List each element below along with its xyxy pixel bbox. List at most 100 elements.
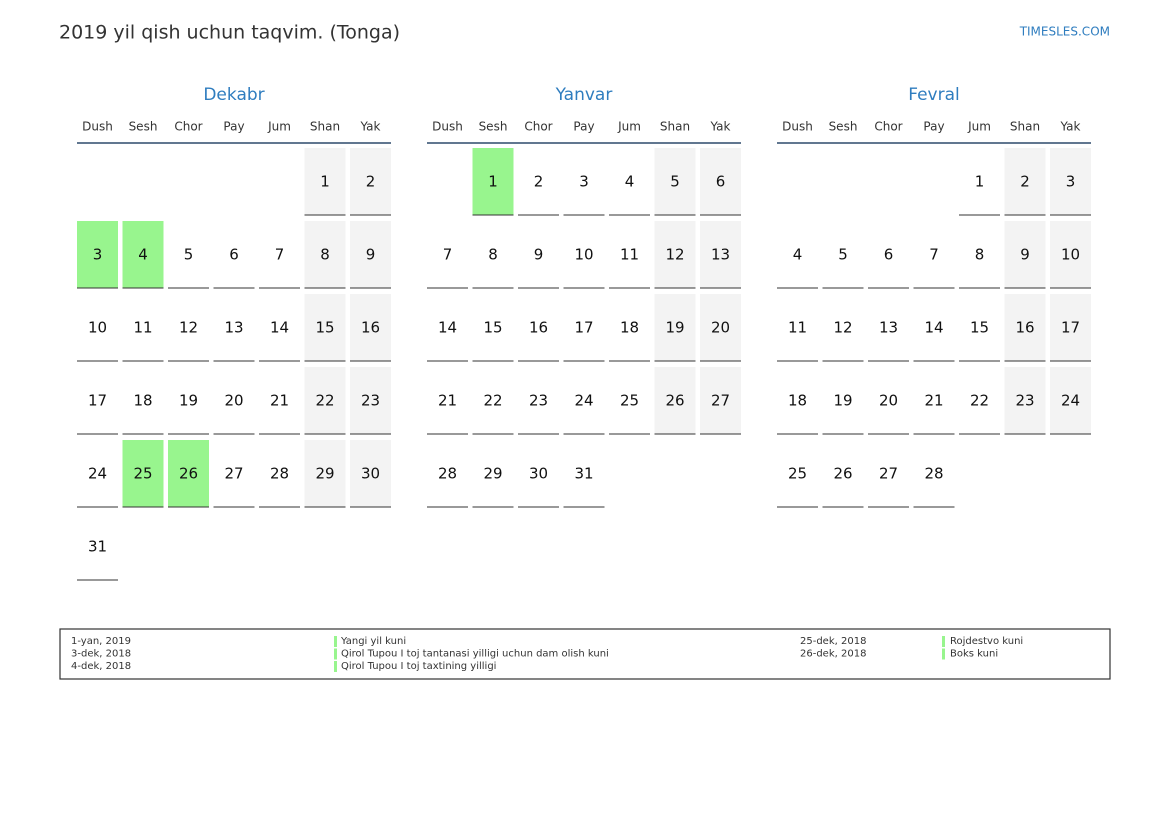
holiday-bar [334,636,337,647]
weekend-cell [350,221,391,288]
weekend-cell [1004,367,1046,434]
weekday: Shan [1010,120,1040,134]
day: 6 [716,173,726,191]
weekend-cell [1004,294,1046,361]
day: 12 [665,246,684,264]
day: 21 [270,392,289,410]
day: 29 [315,465,334,483]
holiday-date: 26-dek, 2018 [800,649,866,660]
day: 7 [929,246,939,264]
site-link[interactable]: TIMESLES.COM [1019,25,1110,39]
day: 9 [534,246,544,264]
weekend-cell [304,367,346,434]
day: 17 [1061,319,1080,337]
holiday-date: 25-dek, 2018 [800,636,866,647]
month-name: Yanvar [555,85,613,105]
weekday: Chor [874,120,902,134]
weekend-cell [304,148,346,215]
day: 26 [833,465,852,483]
weekday: Shan [660,120,690,134]
weekend-cell [304,294,346,361]
day: 30 [361,465,380,483]
weekend-cell [1050,148,1091,215]
holiday-date: 1-yan, 2019 [71,636,131,647]
day: 12 [179,319,198,337]
day: 8 [488,246,498,264]
day: 18 [133,392,152,410]
weekday: Yak [1060,120,1081,134]
day: 6 [229,246,239,264]
weekend-cell [1050,221,1091,288]
day: 16 [361,319,380,337]
weekend-cell [304,221,346,288]
holiday-bar [942,636,945,647]
day: 25 [788,465,807,483]
weekend-cell [700,294,741,361]
holiday-cell [122,221,164,288]
month-name: Dekabr [203,85,264,105]
day: 1 [488,173,498,191]
day: 24 [574,392,593,410]
title: 2019 yil qish uchun taqvim. (Tonga) [59,22,400,44]
day: 22 [315,392,334,410]
holiday-name: Yangi yil kuni [340,636,406,647]
weekday: Dush [82,120,113,134]
day: 14 [438,319,457,337]
month-name: Fevral [908,85,960,105]
day: 18 [620,319,639,337]
day: 30 [529,465,548,483]
day: 11 [133,319,152,337]
weekend-cell [1004,148,1046,215]
holiday-cell [77,221,118,288]
day: 24 [88,465,107,483]
day: 10 [1061,246,1080,264]
weekday: Chor [524,120,552,134]
day: 3 [1066,173,1076,191]
day: 27 [224,465,243,483]
holiday-cell [122,440,164,507]
weekend-cell [304,440,346,507]
weekday: Sesh [479,120,508,134]
day: 10 [88,319,107,337]
day: 14 [924,319,943,337]
weekday: Shan [310,120,340,134]
weekend-cell [350,367,391,434]
day: 16 [529,319,548,337]
day: 19 [665,319,684,337]
day: 15 [483,319,502,337]
day: 23 [1015,392,1034,410]
day: 22 [483,392,502,410]
weekend-cell [654,294,696,361]
day: 4 [138,246,148,264]
weekend-cell [1050,367,1091,434]
weekday: Pay [923,120,944,134]
day: 4 [793,246,803,264]
day: 23 [529,392,548,410]
day: 7 [275,246,285,264]
day: 15 [315,319,334,337]
day: 8 [975,246,985,264]
holiday-date: 4-dek, 2018 [71,661,131,672]
weekend-cell [700,367,741,434]
weekend-cell [654,367,696,434]
day: 31 [574,465,593,483]
holiday-name: Boks kuni [950,649,998,660]
weekend-cell [1004,221,1046,288]
day: 21 [438,392,457,410]
day: 18 [788,392,807,410]
day: 10 [574,246,593,264]
weekday: Jum [267,120,291,134]
weekend-cell [700,221,741,288]
holiday-bar [334,648,337,660]
weekday: Yak [360,120,381,134]
weekday: Pay [573,120,594,134]
holiday-name: Qirol Tupou I toj tantanasi yilligi uchu… [341,649,609,660]
day: 31 [88,538,107,556]
day: 20 [879,392,898,410]
holiday-name: Rojdestvo kuni [950,636,1023,647]
day: 21 [924,392,943,410]
weekend-cell [1050,294,1091,361]
holiday-cell [472,148,514,215]
day: 2 [366,173,376,191]
